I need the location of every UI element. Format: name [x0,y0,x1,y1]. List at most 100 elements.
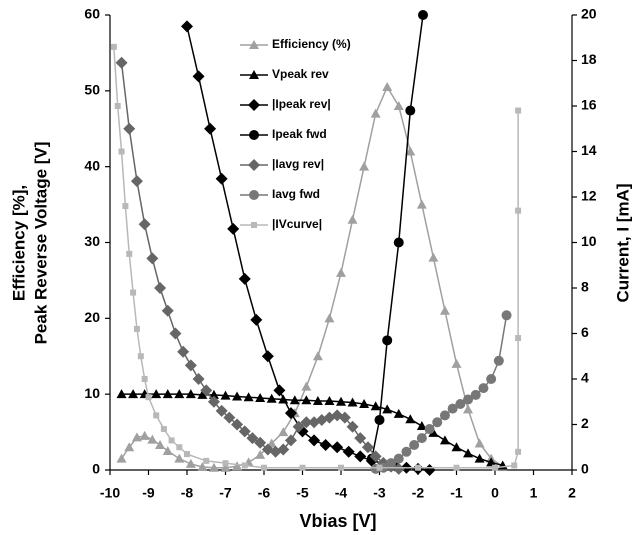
point [359,161,370,171]
point [200,384,213,397]
point [130,175,143,188]
point [208,389,219,399]
point [181,20,193,33]
point [515,335,522,342]
point [515,207,522,214]
point [393,237,404,248]
x-tick-label: 2 [568,485,576,501]
point [393,408,404,418]
point [405,414,416,424]
x-axis-label: Vbias [V] [299,511,376,531]
legend-label: Efficiency (%) [272,37,351,51]
point [131,432,142,442]
series-line [113,46,519,469]
point [146,252,159,265]
point [145,394,152,401]
point [147,434,158,444]
x-tick-label: -6 [258,485,271,501]
point [361,441,374,454]
legend-marker [249,130,259,140]
x-tick-label: 1 [530,485,538,501]
x-tick-label: -1 [450,485,463,501]
point [354,432,367,445]
point [319,438,332,451]
point [278,427,289,437]
point [273,384,286,397]
point [515,107,522,114]
x-tick-label: -2 [412,485,425,501]
point [197,461,208,471]
point [493,355,504,366]
point [346,420,359,433]
point [392,462,405,475]
y-axis-label: Efficiency [%], [9,185,28,301]
point [478,383,489,394]
point [432,417,443,428]
point [215,172,228,185]
series-line [375,315,508,470]
point [474,453,485,463]
legend-marker [251,222,257,228]
point [284,407,297,420]
point [254,436,267,449]
y-tick-label: 60 [84,6,100,22]
point [232,391,243,401]
point [439,410,450,421]
point [370,401,381,411]
y2-tick-label: 0 [581,461,589,477]
point [133,325,140,332]
point [115,56,128,69]
y-tick-label: 20 [84,309,100,325]
x-tick-label: -3 [373,485,386,501]
point [185,389,196,399]
point [223,411,236,424]
point [220,390,231,400]
point [177,345,190,358]
point [255,449,266,459]
point [207,395,220,408]
point [331,441,344,454]
point [424,424,435,435]
y2-tick-label: 14 [581,142,597,158]
point [208,462,219,472]
point [192,70,205,83]
point [174,453,185,463]
point [405,146,416,156]
point [215,404,228,417]
point [370,108,381,118]
point [284,434,297,447]
point [515,448,522,455]
point [338,464,344,471]
point [118,148,125,155]
point [415,464,421,471]
x-tick-label: -9 [142,485,155,501]
point [416,199,427,209]
legend-label: Ipeak fwd [272,127,327,141]
x-tick-label: -5 [296,485,309,501]
point [151,389,162,399]
y-tick-label: 30 [84,233,100,249]
point [312,351,323,361]
point [382,335,393,346]
point [470,389,481,400]
point [486,457,497,467]
point [374,414,385,425]
point [197,389,208,399]
point [455,399,466,410]
point [130,289,137,296]
point [418,10,429,20]
point [155,439,166,449]
point [238,272,251,285]
legend-marker [249,70,259,79]
point [137,353,144,360]
point [451,442,462,452]
point [393,101,404,110]
point [184,359,197,372]
y-axis-label: Peak Reverse Voltage [V] [31,142,50,345]
point [409,439,420,450]
point [227,222,240,235]
y2-tick-label: 2 [581,415,589,431]
point [416,433,427,444]
point [501,310,512,321]
point [511,462,518,469]
